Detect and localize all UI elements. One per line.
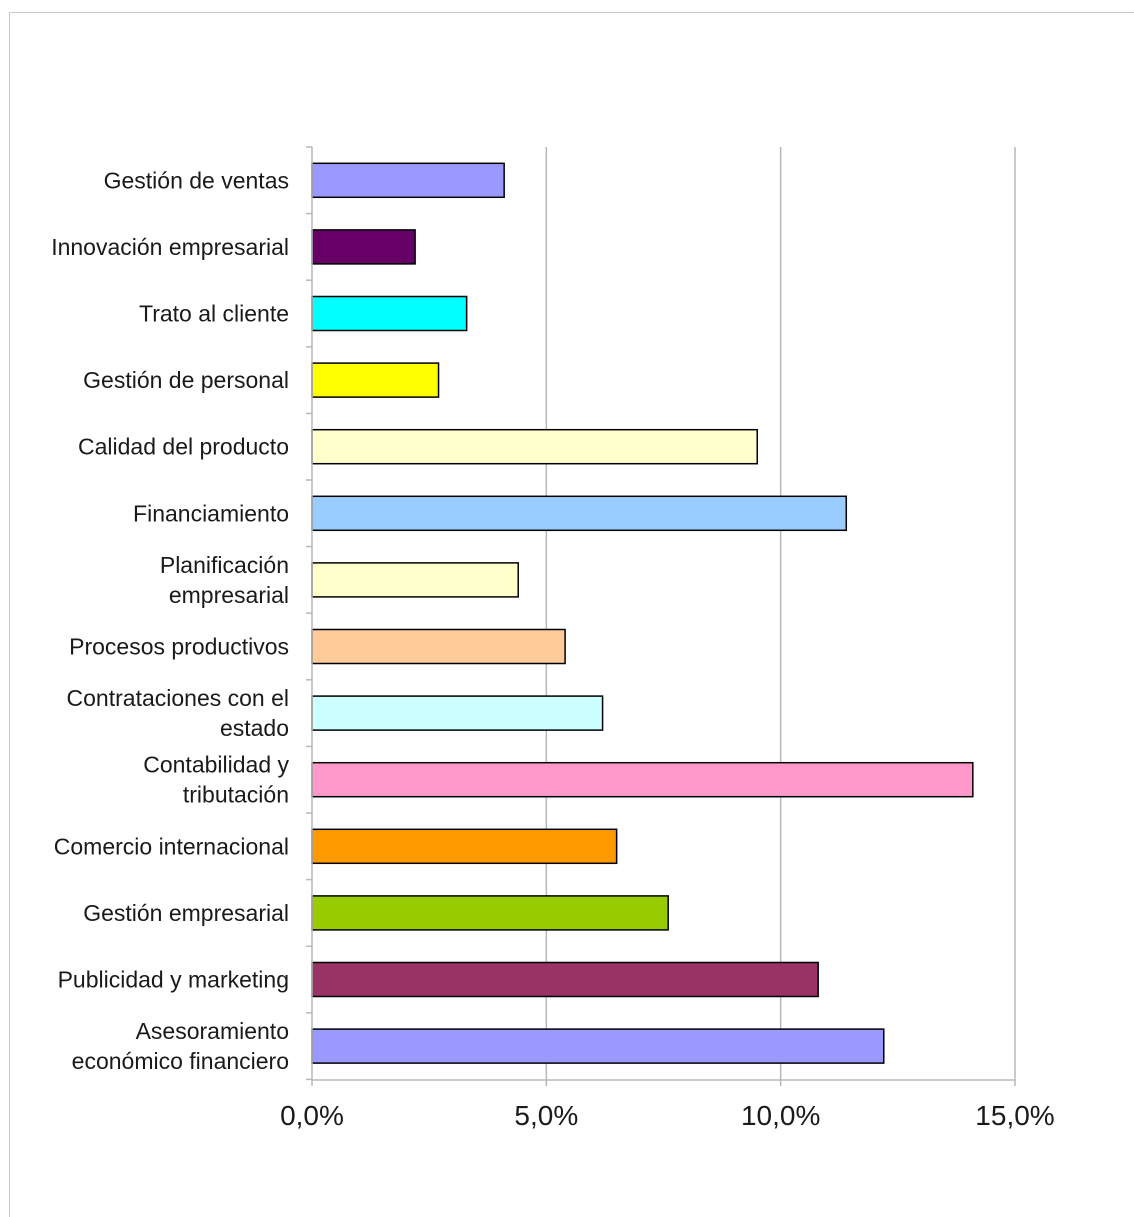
bar-0 xyxy=(311,162,505,199)
bar-9 xyxy=(311,761,974,798)
bar-5 xyxy=(311,495,848,532)
x-tick-label-3: 15,0% xyxy=(975,1100,1054,1131)
bar-7 xyxy=(311,628,566,665)
bar-4 xyxy=(311,428,758,465)
bar-6 xyxy=(311,562,519,598)
x-tick-label-1: 5,0% xyxy=(514,1100,578,1131)
category-label-4: Calidad del producto xyxy=(78,434,289,460)
category-label-7: Procesos productivos xyxy=(69,634,289,660)
category-label-13-line-1: económico financiero xyxy=(72,1048,289,1074)
category-label-12: Publicidad y marketing xyxy=(58,967,289,993)
bar-8 xyxy=(311,695,604,731)
x-tick-labels: 0,0% 5,0% 10,0% 15,0% xyxy=(280,1100,1055,1131)
category-label-2: Trato al cliente xyxy=(139,301,289,327)
bar-11 xyxy=(311,895,669,931)
bar-13 xyxy=(311,1028,885,1064)
category-label-9-line-1: tributación xyxy=(183,782,289,808)
x-tick-label-0: 0,0% xyxy=(280,1100,344,1131)
bar-10 xyxy=(311,828,618,865)
category-label-9-line-0: Contabilidad y xyxy=(143,752,289,778)
bar-1 xyxy=(311,229,416,265)
category-label-1: Innovación empresarial xyxy=(51,234,289,260)
bars xyxy=(311,162,974,1064)
category-label-0: Gestión de ventas xyxy=(104,167,289,193)
category-label-6-line-0: Planificación xyxy=(160,552,289,578)
axes xyxy=(306,146,1016,1086)
frame-border-top xyxy=(9,12,1134,13)
category-label-8-line-1: estado xyxy=(220,715,289,741)
category-label-5: Financiamiento xyxy=(133,500,289,526)
bar-12 xyxy=(311,961,819,998)
category-label-13-line-0: Asesoramiento xyxy=(136,1018,289,1044)
category-labels: Gestión de ventas Innovación empresarial T… xyxy=(51,167,289,1074)
category-label-6-line-1: empresarial xyxy=(169,582,289,608)
category-label-10: Comercio internacional xyxy=(54,833,289,859)
category-label-11: Gestión empresarial xyxy=(83,900,289,926)
x-tick-label-2: 10,0% xyxy=(741,1100,820,1131)
category-label-8-line-0: Contrataciones con el xyxy=(67,685,289,711)
bar-3 xyxy=(311,362,440,398)
frame-border-left xyxy=(9,12,10,1217)
bar-2 xyxy=(311,295,468,332)
gridlines xyxy=(545,147,1016,1080)
category-label-3: Gestión de personal xyxy=(83,367,289,393)
